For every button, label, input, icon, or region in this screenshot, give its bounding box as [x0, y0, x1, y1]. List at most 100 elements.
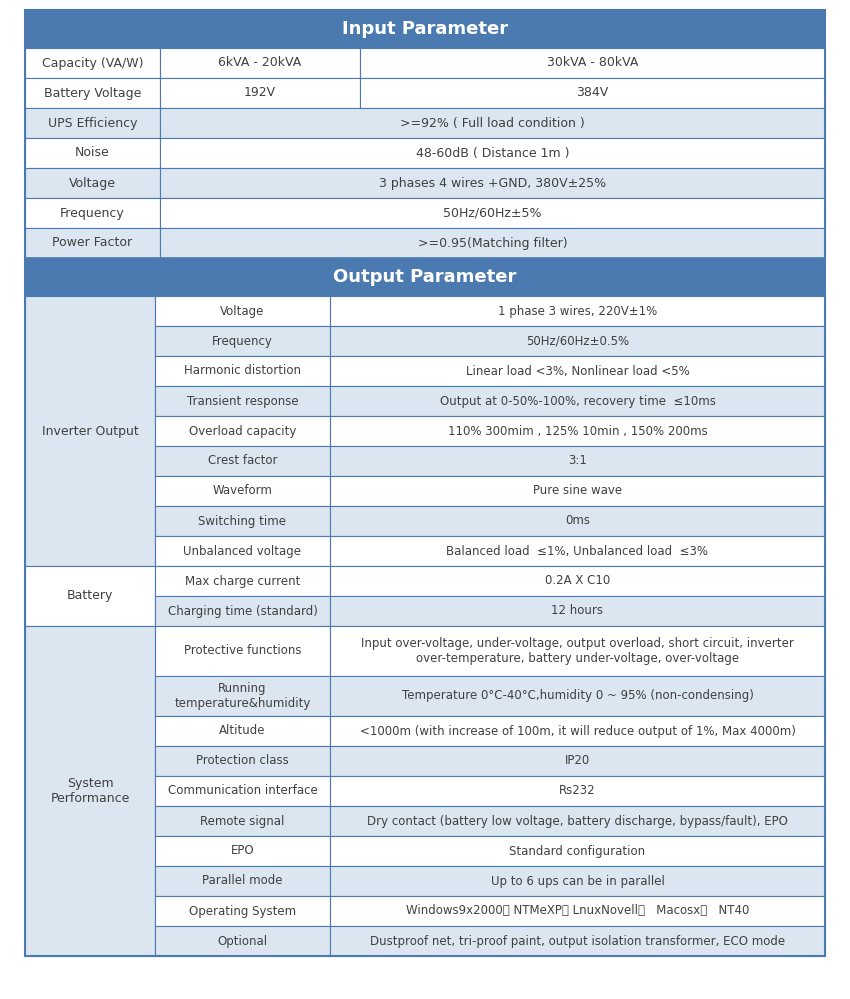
Text: Unbalanced voltage: Unbalanced voltage: [184, 544, 302, 557]
Bar: [25, 78, 160, 108]
Text: Balanced load  ≤1%, Unbalanced load  ≤3%: Balanced load ≤1%, Unbalanced load ≤3%: [446, 544, 709, 557]
Text: >=0.95(Matching filter): >=0.95(Matching filter): [417, 237, 567, 250]
Bar: [155, 536, 330, 566]
Text: Input over-voltage, under-voltage, output overload, short circuit, inverter
over: Input over-voltage, under-voltage, outpu…: [361, 637, 794, 665]
Text: Waveform: Waveform: [212, 485, 273, 498]
Text: Parallel mode: Parallel mode: [202, 874, 283, 887]
Text: Input Parameter: Input Parameter: [342, 20, 508, 38]
Bar: [330, 926, 825, 956]
Text: 30kVA - 80kVA: 30kVA - 80kVA: [547, 57, 638, 70]
Text: Capacity (VA/W): Capacity (VA/W): [42, 57, 144, 70]
Text: IP20: IP20: [565, 754, 590, 767]
Bar: [155, 506, 330, 536]
Bar: [155, 326, 330, 356]
Bar: [330, 866, 825, 896]
Bar: [330, 806, 825, 836]
Text: Operating System: Operating System: [189, 904, 296, 917]
Text: Frequency: Frequency: [60, 207, 125, 220]
Text: Battery Voltage: Battery Voltage: [44, 87, 141, 100]
Bar: [160, 108, 825, 138]
Text: System
Performance: System Performance: [50, 777, 130, 805]
Bar: [330, 776, 825, 806]
Bar: [155, 926, 330, 956]
Bar: [155, 626, 330, 676]
Text: <1000m (with increase of 100m, it will reduce output of 1%, Max 4000m): <1000m (with increase of 100m, it will r…: [360, 724, 796, 737]
Bar: [25, 258, 825, 296]
Text: 12 hours: 12 hours: [552, 604, 603, 617]
Bar: [330, 536, 825, 566]
Bar: [25, 10, 825, 48]
Bar: [330, 566, 825, 596]
Bar: [330, 326, 825, 356]
Bar: [330, 296, 825, 326]
Text: Optional: Optional: [218, 934, 268, 947]
Bar: [330, 446, 825, 476]
Bar: [330, 356, 825, 386]
Text: Voltage: Voltage: [220, 305, 264, 318]
Text: 110% 300mim , 125% 10min , 150% 200ms: 110% 300mim , 125% 10min , 150% 200ms: [448, 425, 707, 438]
Bar: [25, 296, 155, 566]
Bar: [155, 746, 330, 776]
Bar: [155, 806, 330, 836]
Text: Frequency: Frequency: [212, 335, 273, 348]
Text: Output Parameter: Output Parameter: [333, 268, 517, 286]
Text: 48-60dB ( Distance 1m ): 48-60dB ( Distance 1m ): [416, 147, 570, 160]
Text: Max charge current: Max charge current: [184, 574, 300, 587]
Bar: [330, 386, 825, 416]
Bar: [360, 78, 825, 108]
Text: 384V: 384V: [576, 87, 609, 100]
Text: Inverter Output: Inverter Output: [42, 425, 139, 438]
Bar: [155, 776, 330, 806]
Bar: [25, 228, 160, 258]
Bar: [25, 138, 160, 168]
Text: Dustproof net, tri-proof paint, output isolation transformer, ECO mode: Dustproof net, tri-proof paint, output i…: [370, 934, 785, 947]
Text: Communication interface: Communication interface: [167, 784, 317, 797]
Bar: [160, 168, 825, 198]
Bar: [155, 356, 330, 386]
Bar: [160, 138, 825, 168]
Text: Up to 6 ups can be in parallel: Up to 6 ups can be in parallel: [490, 874, 665, 887]
Text: Pure sine wave: Pure sine wave: [533, 485, 622, 498]
Bar: [160, 48, 360, 78]
Text: Running
temperature&humidity: Running temperature&humidity: [174, 682, 311, 710]
Text: >=92% ( Full load condition ): >=92% ( Full load condition ): [400, 117, 585, 130]
Text: 50Hz/60Hz±5%: 50Hz/60Hz±5%: [443, 207, 541, 220]
Bar: [155, 836, 330, 866]
Text: Battery: Battery: [67, 589, 113, 602]
Bar: [155, 896, 330, 926]
Text: Windows9x2000， NTMeXP、 LnuxNovell、   Macosx、   NT40: Windows9x2000， NTMeXP、 LnuxNovell、 Macos…: [405, 904, 749, 917]
Bar: [155, 566, 330, 596]
Bar: [25, 198, 160, 228]
Text: Standard configuration: Standard configuration: [509, 844, 645, 857]
Text: Altitude: Altitude: [219, 724, 266, 737]
Bar: [160, 78, 360, 108]
Text: 3:1: 3:1: [568, 455, 587, 468]
Bar: [25, 168, 160, 198]
Text: Protective functions: Protective functions: [184, 644, 301, 657]
Bar: [330, 896, 825, 926]
Text: UPS Efficiency: UPS Efficiency: [48, 117, 137, 130]
Bar: [330, 676, 825, 716]
Text: Voltage: Voltage: [69, 177, 116, 190]
Text: Temperature 0°C-40°C,humidity 0 ~ 95% (non-condensing): Temperature 0°C-40°C,humidity 0 ~ 95% (n…: [401, 689, 753, 702]
Bar: [360, 48, 825, 78]
Text: Overload capacity: Overload capacity: [189, 425, 296, 438]
Bar: [25, 108, 160, 138]
Text: 192V: 192V: [244, 87, 276, 100]
Text: 3 phases 4 wires +GND, 380V±25%: 3 phases 4 wires +GND, 380V±25%: [379, 177, 606, 190]
Bar: [155, 296, 330, 326]
Bar: [330, 416, 825, 446]
Bar: [330, 506, 825, 536]
Text: 6kVA - 20kVA: 6kVA - 20kVA: [218, 57, 302, 70]
Bar: [25, 566, 155, 626]
Text: Rs232: Rs232: [559, 784, 596, 797]
Text: Crest factor: Crest factor: [207, 455, 277, 468]
Bar: [330, 476, 825, 506]
Text: Linear load <3%, Nonlinear load <5%: Linear load <3%, Nonlinear load <5%: [466, 365, 689, 378]
Bar: [155, 386, 330, 416]
Text: Transient response: Transient response: [187, 395, 298, 408]
Text: 50Hz/60Hz±0.5%: 50Hz/60Hz±0.5%: [526, 335, 629, 348]
Bar: [155, 446, 330, 476]
Bar: [330, 626, 825, 676]
Bar: [25, 48, 160, 78]
